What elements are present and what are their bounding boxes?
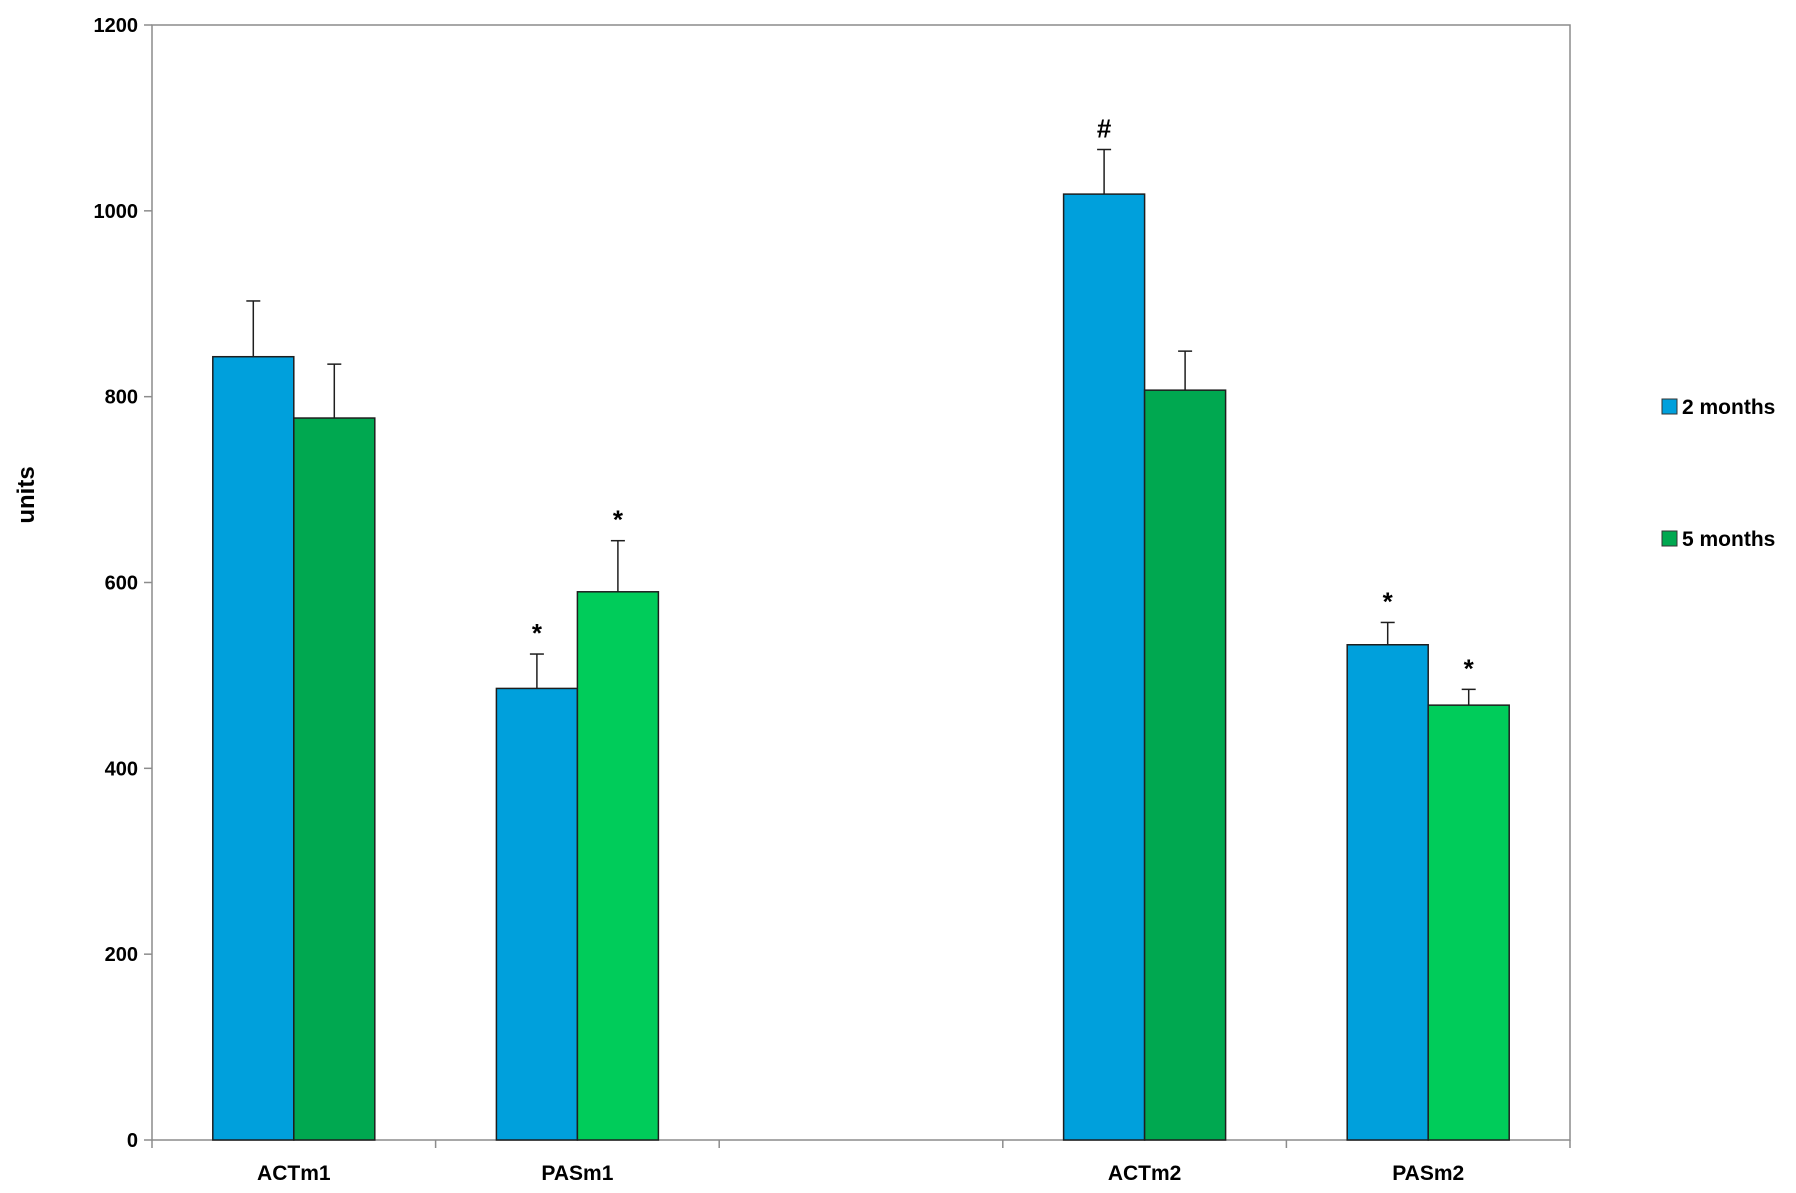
y-tick-label: 0	[127, 1130, 138, 1152]
bar-pasm2-5-months	[1427, 704, 1510, 1141]
bar-actm2-2-months	[1062, 193, 1146, 1141]
legend: 2 months 5 months	[1661, 396, 1775, 551]
legend-label-2-months: 2 months	[1682, 396, 1775, 419]
significance-marker-pasm2-5-months: *	[1464, 653, 1475, 683]
significance-marker-pasm2-2-months: *	[1383, 586, 1394, 616]
legend-swatch-5-months	[1661, 530, 1678, 547]
plot-area	[151, 24, 1571, 1141]
y-axis-label: units	[13, 466, 40, 523]
y-tick-label: 200	[105, 944, 138, 966]
bar-actm2-5-months	[1143, 389, 1227, 1141]
bar-pasm1-5-months	[576, 591, 660, 1141]
significance-marker-pasm1-5-months: *	[613, 505, 624, 535]
significance-marker-pasm1-2-months: *	[532, 618, 543, 648]
axes-layer: 0 200 400 600 800 1000 1200 ACTm1 PASm1 ACTm2 PASm…	[94, 15, 1571, 1185]
bar-actm1-5-months	[293, 417, 376, 1141]
x-category-label: PASm1	[541, 1162, 613, 1185]
y-tick-label: 400	[105, 758, 138, 780]
bars-layer: * * # * *	[212, 114, 1510, 1141]
x-category-label: PASm2	[1392, 1162, 1464, 1185]
bar-pasm1-2-months	[495, 687, 579, 1141]
legend-swatch-2-months	[1661, 398, 1678, 415]
x-category-label: ACTm1	[257, 1162, 331, 1185]
y-tick-label: 1000	[94, 201, 139, 223]
y-tick-label: 800	[105, 387, 138, 409]
y-tick-label: 600	[105, 573, 138, 595]
x-category-label: ACTm2	[1108, 1162, 1182, 1185]
y-tick-label: 1200	[94, 15, 139, 37]
significance-marker-actm2-2-months: #	[1097, 114, 1112, 144]
legend-label-5-months: 5 months	[1682, 528, 1775, 551]
bar-pasm2-2-months	[1346, 644, 1429, 1141]
bar-actm1-2-months	[212, 355, 295, 1141]
